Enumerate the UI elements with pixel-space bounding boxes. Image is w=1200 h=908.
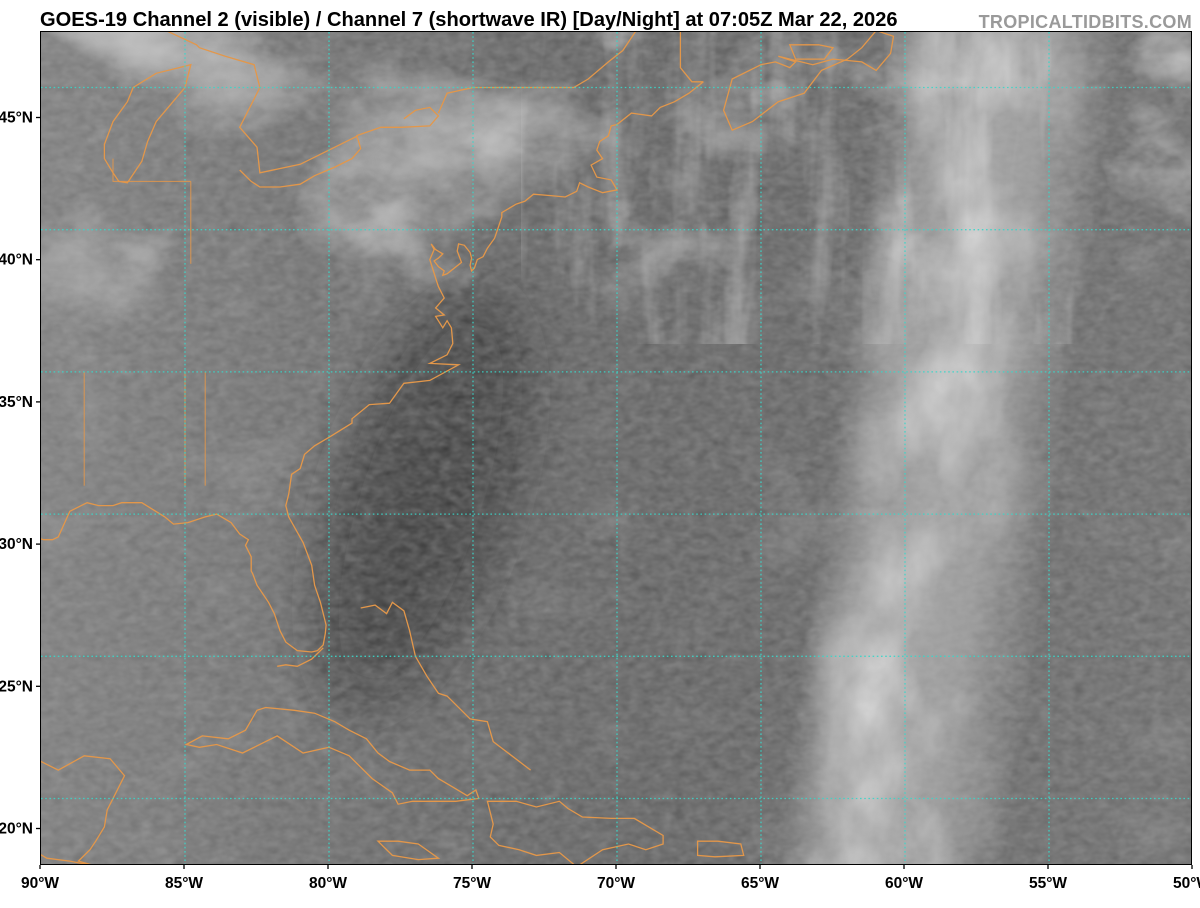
svg-text:45°N: 45°N [0, 110, 33, 127]
svg-text:75°W: 75°W [453, 875, 491, 892]
svg-text:85°W: 85°W [165, 875, 203, 892]
svg-text:60°W: 60°W [885, 875, 923, 892]
svg-text:55°W: 55°W [1029, 875, 1067, 892]
svg-text:80°W: 80°W [309, 875, 347, 892]
svg-text:20°N: 20°N [0, 821, 33, 838]
svg-text:70°W: 70°W [597, 875, 635, 892]
svg-text:65°W: 65°W [741, 875, 779, 892]
svg-text:40°N: 40°N [0, 252, 33, 269]
svg-text:50°W: 50°W [1173, 875, 1200, 892]
svg-text:90°W: 90°W [21, 875, 59, 892]
svg-text:25°N: 25°N [0, 678, 33, 695]
svg-text:30°N: 30°N [0, 536, 33, 553]
svg-text:35°N: 35°N [0, 394, 33, 411]
